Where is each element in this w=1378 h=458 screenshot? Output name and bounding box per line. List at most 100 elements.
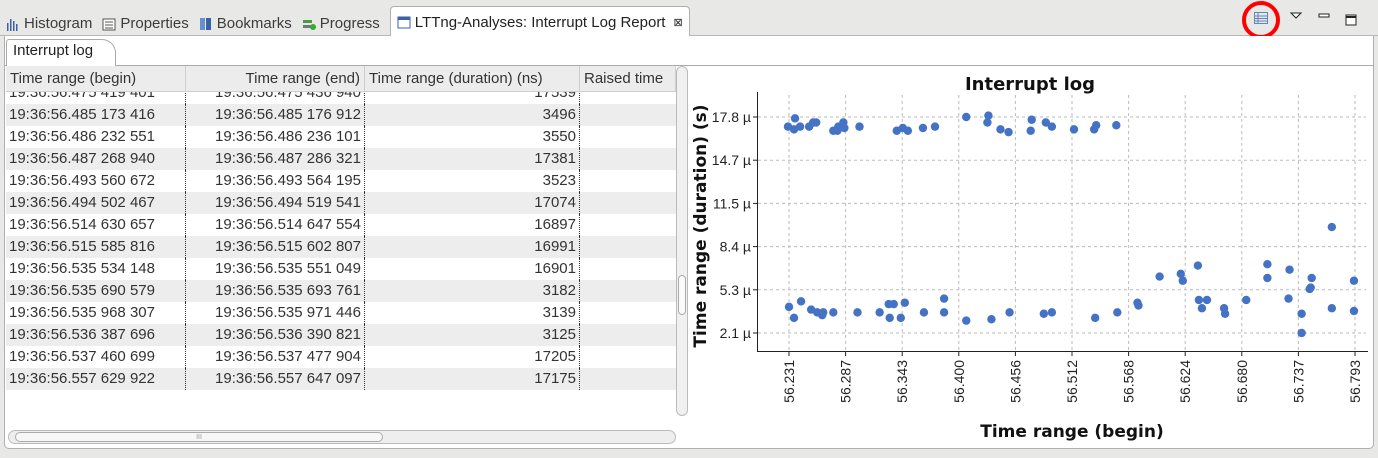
minimize-icon[interactable]	[1318, 12, 1330, 20]
x-tick-label: 56.680	[1234, 360, 1250, 403]
data-point	[1155, 272, 1164, 281]
y-tick-label: 11.5 µ	[713, 195, 751, 211]
cell-end: 19:36:56.494 519 541	[186, 192, 365, 214]
cell-begin: 19:36:56.514 630 657	[6, 214, 186, 236]
cell-duration: 17539	[365, 92, 580, 104]
table-row[interactable]: 19:36:56.557 629 922 19:36:56.557 647 097…	[6, 368, 676, 390]
table-row[interactable]: 19:36:56.535 690 579 19:36:56.535 693 761…	[6, 280, 676, 302]
cell-duration: 17074	[365, 192, 580, 214]
data-point	[1197, 304, 1207, 313]
cell-end: 19:36:56.487 286 321	[186, 148, 365, 170]
tab-properties[interactable]: Properties	[102, 10, 189, 37]
table-row[interactable]: 19:36:56.475 419 401 19:36:56.475 436 940…	[6, 92, 676, 104]
tab-histogram[interactable]: Histogram	[6, 10, 92, 37]
data-point	[996, 125, 1005, 134]
y-tick-label: 5.3 µ	[720, 282, 751, 298]
data-point	[1242, 295, 1251, 305]
x-tick-label: 56.793	[1347, 360, 1363, 403]
data-point	[1194, 295, 1204, 305]
close-tab-icon[interactable]: ⊠	[673, 16, 683, 29]
data-point	[790, 114, 800, 123]
tab-row: Histogram Properties Bookmarks Progress …	[6, 6, 690, 37]
cell-begin: 19:36:56.535 968 307	[6, 302, 186, 324]
data-point	[855, 122, 864, 131]
data-point	[1349, 276, 1359, 285]
cell-end: 19:36:56.535 971 446	[186, 302, 365, 324]
data-point	[900, 298, 910, 307]
data-point	[1306, 283, 1315, 292]
cell-duration: 17175	[365, 368, 580, 390]
cell-begin: 19:36:56.494 502 467	[6, 192, 186, 214]
horizontal-scrollbar[interactable]: III	[8, 430, 676, 444]
data-point	[829, 308, 838, 317]
y-axis-label: Time range (duration) (s)	[691, 104, 711, 347]
cell-raised-time	[580, 104, 676, 126]
cell-end: 19:36:56.493 564 195	[186, 170, 365, 192]
cell-end: 19:36:56.537 477 904	[186, 346, 365, 368]
cell-raised-time	[580, 258, 676, 280]
tab-bookmarks[interactable]: Bookmarks	[199, 10, 292, 37]
tab-progress[interactable]: Progress	[302, 10, 380, 37]
table-row[interactable]: 19:36:56.535 968 307 19:36:56.535 971 446…	[6, 302, 676, 324]
progress-icon	[302, 19, 316, 30]
data-point	[903, 126, 913, 135]
data-point	[784, 302, 794, 312]
data-point	[984, 111, 993, 120]
cell-begin: 19:36:56.475 419 401	[6, 92, 186, 104]
column-header-end[interactable]: Time range (end)	[186, 66, 365, 92]
cell-end: 19:36:56.557 647 097	[186, 368, 365, 390]
data-point	[1285, 265, 1294, 274]
data-point	[1349, 306, 1359, 316]
data-point	[987, 315, 996, 324]
data-point	[1069, 125, 1079, 134]
x-axis-label: Time range (begin)	[980, 422, 1164, 442]
data-point	[789, 313, 799, 323]
data-point	[1263, 260, 1272, 269]
view-menu-icon[interactable]	[1290, 12, 1302, 20]
data-point	[1027, 115, 1036, 124]
table-row[interactable]: 19:36:56.537 460 699 19:36:56.537 477 904…	[6, 346, 676, 368]
table-row[interactable]: 19:36:56.515 585 816 19:36:56.515 602 807…	[6, 236, 676, 258]
column-header-begin[interactable]: Time range (begin)	[6, 66, 186, 92]
maximize-icon[interactable]	[1345, 14, 1357, 26]
table-row[interactable]: 19:36:56.485 173 416 19:36:56.485 176 912…	[6, 104, 676, 126]
data-point	[1202, 295, 1212, 305]
subtab-divider	[4, 65, 1374, 66]
cell-end: 19:36:56.486 236 101	[186, 126, 365, 148]
vertical-scroll-thumb[interactable]	[678, 275, 686, 315]
column-header-duration[interactable]: Time range (duration) (ns)	[365, 66, 580, 92]
x-tick-label: 56.512	[1064, 360, 1080, 403]
data-point	[1047, 122, 1057, 131]
table-row[interactable]: 19:36:56.514 630 657 19:36:56.514 647 554…	[6, 214, 676, 236]
data-point	[1220, 309, 1230, 318]
data-point	[1005, 308, 1014, 317]
data-point	[962, 316, 971, 325]
cell-raised-time	[580, 192, 676, 214]
data-point	[1047, 308, 1057, 317]
data-point	[1263, 273, 1272, 283]
tab-interrupt-log-report[interactable]: LTTng-Analyses: Interrupt Log Report ⊠	[389, 6, 690, 37]
cell-begin: 19:36:56.515 585 816	[6, 236, 186, 258]
data-point	[939, 294, 949, 303]
data-point	[1178, 276, 1187, 285]
table-row[interactable]: 19:36:56.535 534 148 19:36:56.535 551 049…	[6, 258, 676, 280]
table-row[interactable]: 19:36:56.494 502 467 19:36:56.494 519 541…	[6, 192, 676, 214]
table-row[interactable]: 19:36:56.536 387 696 19:36:56.536 390 821…	[6, 324, 676, 346]
subtab-interrupt-log[interactable]: Interrupt log	[6, 39, 117, 66]
table-row[interactable]: 19:36:56.493 560 672 19:36:56.493 564 195…	[6, 170, 676, 192]
column-header-raised-time[interactable]: Raised time	[580, 66, 676, 92]
y-tick-label: 14.7 µ	[712, 152, 751, 168]
cell-raised-time	[580, 368, 676, 390]
data-point	[1090, 313, 1100, 323]
table-row[interactable]: 19:36:56.487 268 940 19:36:56.487 286 321…	[6, 148, 676, 170]
cell-duration: 16991	[365, 236, 580, 258]
data-point	[795, 122, 805, 131]
x-tick-label: 56.568	[1121, 360, 1137, 403]
vertical-scrollbar[interactable]	[676, 66, 688, 416]
x-tick-label: 56.456	[1007, 360, 1023, 403]
properties-icon	[102, 18, 116, 30]
view-tab-bar: Histogram Properties Bookmarks Progress …	[0, 0, 1378, 39]
data-point	[919, 308, 929, 317]
table-row[interactable]: 19:36:56.486 232 551 19:36:56.486 236 101…	[6, 126, 676, 148]
horizontal-scroll-thumb[interactable]: III	[15, 432, 383, 442]
